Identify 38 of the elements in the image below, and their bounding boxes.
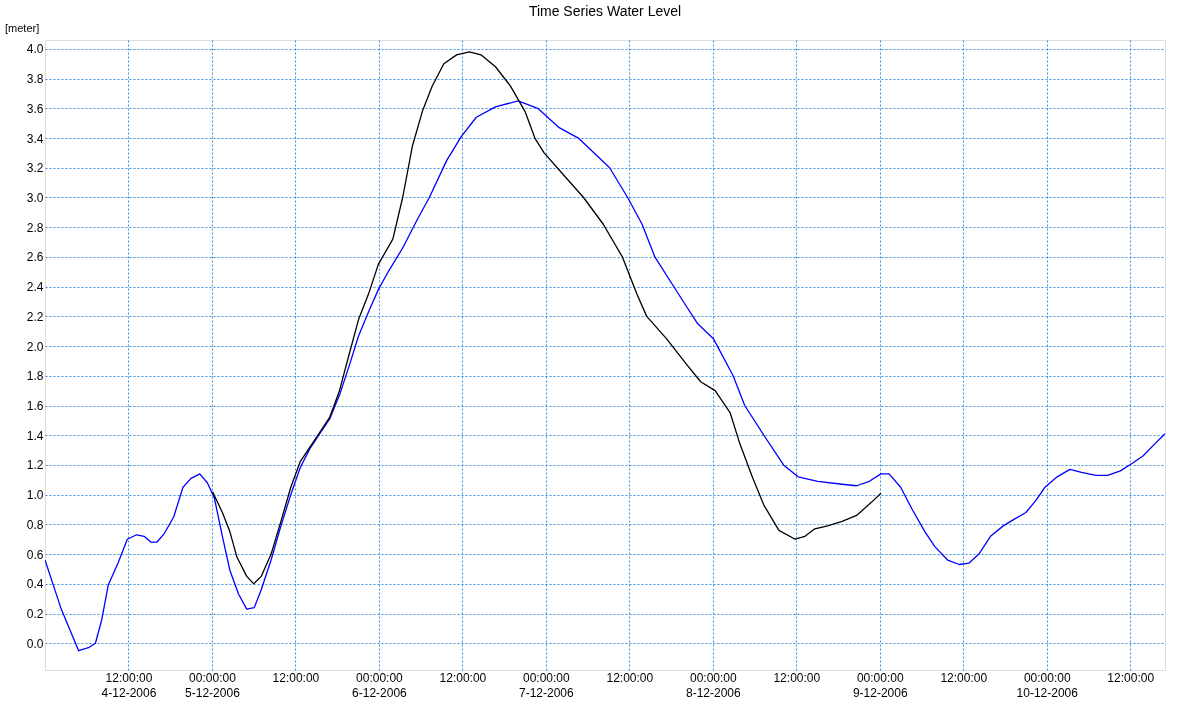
x-tick-label: 12:00:00 <box>1107 670 1155 685</box>
y-tick-label: 0.2 <box>26 607 44 622</box>
x-tick-label: 12:00:00 <box>439 670 487 685</box>
y-tick-label: 0.0 <box>26 636 44 651</box>
y-tick-label: 2.6 <box>26 250 44 265</box>
x-tick-label: 00:00:00 10-12-2006 <box>1016 670 1079 700</box>
y-tick-label: 1.8 <box>26 369 44 384</box>
x-tick-label: 12:00:00 <box>940 670 988 685</box>
y-tick-label: 0.6 <box>26 547 44 562</box>
y-tick-label: 1.4 <box>26 428 44 443</box>
y-tick-label: 3.4 <box>26 131 44 146</box>
y-tick-label: 2.2 <box>26 309 44 324</box>
x-tick-label: 00:00:00 7-12-2006 <box>519 670 575 700</box>
y-tick-label: 2.0 <box>26 339 44 354</box>
x-tick-label: 00:00:00 8-12-2006 <box>685 670 741 700</box>
y-tick-label: 0.4 <box>26 577 44 592</box>
x-tick-label: 00:00:00 6-12-2006 <box>352 670 408 700</box>
y-axis-title: [meter] <box>5 22 40 34</box>
x-tick-label: 00:00:00 5-12-2006 <box>185 670 241 700</box>
y-tick-label: 2.8 <box>26 220 44 235</box>
y-tick-label: 1.0 <box>26 488 44 503</box>
y-tick-label: 4.0 <box>26 42 44 57</box>
y-tick-label: 3.2 <box>26 161 44 176</box>
x-tick-label: 12:00:00 <box>272 670 320 685</box>
x-tick-label: 12:00:00 4-12-2006 <box>101 670 157 700</box>
y-tick-label: 3.6 <box>26 101 44 116</box>
y-tick-label: 1.6 <box>26 399 44 414</box>
y-tick-label: 2.4 <box>26 280 44 295</box>
line-series <box>211 51 882 585</box>
x-tick-label: 12:00:00 <box>606 670 654 685</box>
x-tick-label: 12:00:00 <box>773 670 821 685</box>
y-tick-label: 0.8 <box>26 517 44 532</box>
y-tick-label: 1.2 <box>26 458 44 473</box>
y-tick-label: 3.8 <box>26 72 44 87</box>
y-tick-label: 3.0 <box>26 191 44 205</box>
chart-title: Time Series Water Level <box>528 3 682 19</box>
x-tick-label: 00:00:00 9-12-2006 <box>852 670 908 700</box>
line-series <box>45 100 1165 652</box>
